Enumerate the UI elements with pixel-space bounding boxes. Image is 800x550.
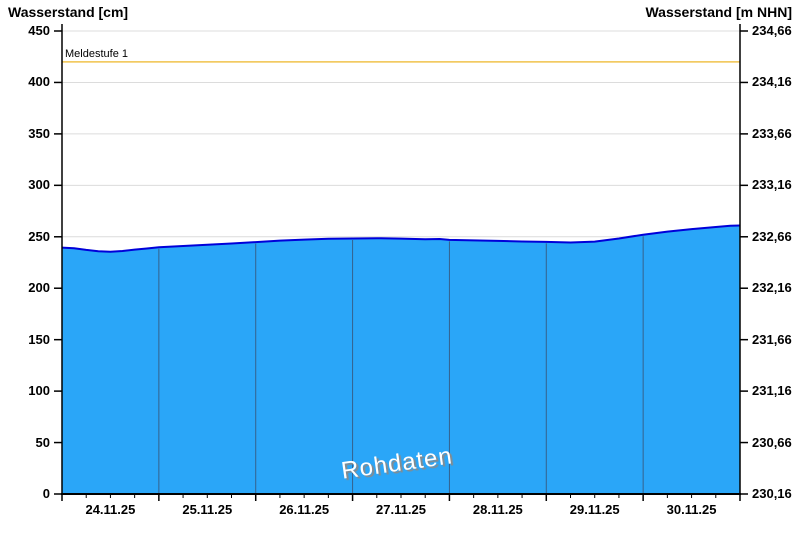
- left-axis-title: Wasserstand [cm]: [8, 4, 129, 20]
- right-axis-tick-label: 234,16: [752, 74, 792, 90]
- threshold-label: Meldestufe 1: [65, 47, 128, 60]
- right-axis-tick-label: 230,66: [752, 434, 792, 450]
- left-axis-tick-label: 150: [28, 331, 50, 347]
- x-axis-tick-label: 28.11.25: [472, 502, 523, 517]
- left-axis-tick-label: 300: [28, 177, 50, 193]
- right-axis-tick-label: 231,16: [752, 383, 792, 399]
- left-axis-tick-label: 450: [28, 23, 50, 38]
- right-axis-title: Wasserstand [m NHN]: [645, 4, 792, 20]
- left-axis-tick-label: 350: [28, 125, 50, 141]
- x-axis-tick-label: 29.11.25: [569, 502, 620, 517]
- right-axis-tick-label: 232,16: [752, 280, 792, 296]
- x-axis-tick-label: 27.11.25: [376, 502, 426, 517]
- x-axis-tick-label: 26.11.25: [279, 502, 330, 517]
- left-axis-tick-label: 100: [28, 383, 50, 399]
- right-axis-tick-label: 233,66: [752, 125, 792, 141]
- left-axis-tick-label: 200: [28, 280, 50, 296]
- left-axis-tick-label: 250: [28, 228, 50, 244]
- x-axis-tick-label: 24.11.25: [85, 502, 136, 517]
- left-axis-tick-label: 400: [28, 74, 50, 90]
- x-axis-tick-label: 30.11.25: [666, 502, 717, 517]
- left-axis-tick-label: 0: [42, 486, 50, 501]
- left-axis-tick-label: 50: [35, 434, 50, 450]
- right-axis-tick-label: 234,66: [752, 23, 792, 38]
- x-axis-tick-label: 25.11.25: [182, 502, 233, 517]
- right-axis-tick-label: 232,66: [752, 228, 792, 244]
- right-axis-tick-label: 231,66: [752, 331, 792, 347]
- right-axis-tick-label: 233,16: [752, 177, 792, 193]
- right-axis-tick-label: 230,16: [752, 486, 792, 501]
